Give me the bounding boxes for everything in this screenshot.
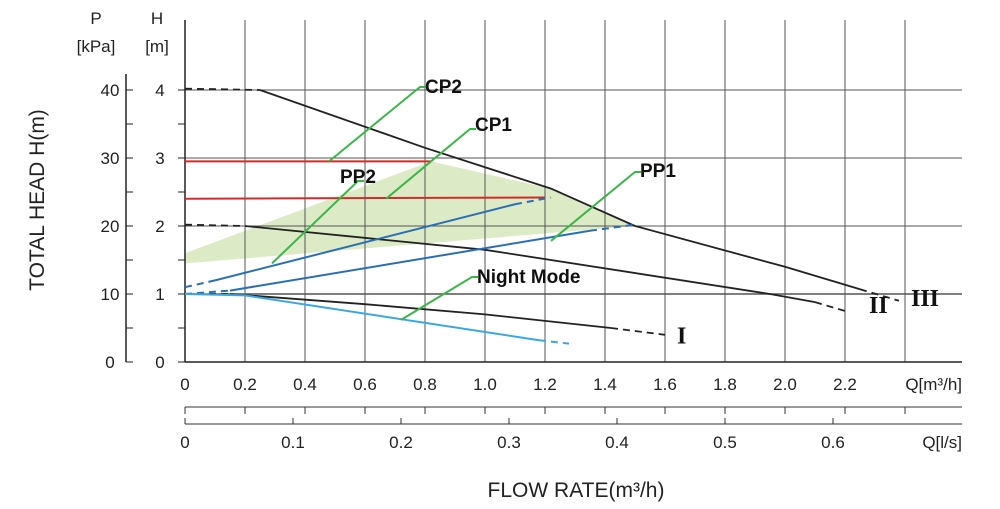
x-tick-label: 1.0	[473, 375, 497, 394]
y-tick-label-m: 4	[155, 81, 164, 100]
series-line	[184, 196, 546, 200]
curve-label: I	[677, 324, 686, 350]
series-dash-end	[514, 196, 552, 206]
x-tick-label: 1.6	[653, 375, 677, 394]
x-tick-label: 1.4	[593, 375, 617, 394]
series-line	[229, 293, 612, 329]
y-tick-label-kpa: 20	[101, 217, 120, 236]
x-tick-label-ls: 0.3	[497, 433, 521, 452]
y-unit-m: [m]	[145, 37, 169, 56]
x-tick-label: 0.6	[353, 375, 377, 394]
y-tick-label-kpa: 0	[105, 353, 114, 372]
y-unit-kpa: [kPa]	[77, 37, 116, 56]
x-tick-label: 1.8	[713, 375, 737, 394]
series	[184, 87, 900, 345]
series-dash-end	[859, 288, 900, 302]
series-dash-start	[184, 289, 231, 295]
callout-leader	[328, 86, 426, 163]
x-tick-label-ls: 0.2	[389, 433, 413, 452]
series-line	[229, 229, 591, 292]
x-unit-bottom: Q[l/s]	[922, 433, 962, 452]
callout-label: PP1	[640, 161, 676, 182]
series-line	[214, 203, 516, 282]
y-tick-label-m: 3	[155, 149, 164, 168]
x-tick-label: 2.0	[773, 375, 797, 394]
y-tick-label-kpa: 10	[101, 285, 120, 304]
series-dash-start	[184, 87, 261, 91]
x-tick-label-ls: 0.1	[281, 433, 305, 452]
callout-label: CP1	[475, 115, 512, 136]
x-tick-label: 0	[180, 375, 189, 394]
y-tick-label-kpa: 30	[101, 149, 120, 168]
x-tick-label-ls: 0.4	[605, 433, 629, 452]
y-unit-m-letter: H	[151, 9, 163, 28]
curve-label: II	[869, 293, 888, 319]
x-tick-label: 0.4	[293, 375, 317, 394]
callout-leader	[385, 128, 476, 200]
series-line	[244, 225, 816, 304]
x-tick-label-ls: 0.6	[821, 433, 845, 452]
callout-leader	[400, 276, 478, 321]
y-axis-title: TOTAL HEAD H(m)	[26, 109, 49, 291]
callout-label: Night Mode	[477, 267, 580, 288]
x-tick-label-ls: 0	[180, 433, 189, 452]
series-dash-end	[814, 301, 846, 312]
y-tick-label-m: 1	[155, 285, 164, 304]
x-tick-label: 0.8	[413, 375, 437, 394]
callout-label: PP2	[340, 167, 376, 188]
x-tick-label: 1.2	[533, 375, 557, 394]
series-dash-end	[538, 339, 570, 345]
callout-leader	[271, 180, 364, 265]
x-unit-top: Q[m³/h]	[905, 375, 962, 394]
series-dash-end	[589, 223, 636, 232]
x-tick-label: 0.2	[233, 375, 257, 394]
series-dash-start	[184, 279, 216, 289]
callout-leader	[550, 171, 641, 242]
callout-label: CP2	[425, 77, 462, 98]
y-tick-label-kpa: 40	[101, 81, 120, 100]
series-line	[184, 293, 540, 342]
x-tick-label: 2.2	[833, 375, 857, 394]
grid	[184, 20, 962, 362]
x-axis-title: FLOW RATE(m³/h)	[488, 479, 665, 502]
x-tick-label-ls: 0.5	[713, 433, 737, 452]
operating-area	[185, 161, 635, 264]
curve-label: III	[911, 286, 939, 312]
shaded-region	[185, 161, 635, 264]
y-tick-label-m: 2	[155, 217, 164, 236]
series-dash-start	[184, 223, 246, 227]
series-dash-end	[610, 327, 666, 336]
y-unit-kpa-letter: P	[90, 9, 101, 28]
y-tick-label-m: 0	[155, 353, 164, 372]
